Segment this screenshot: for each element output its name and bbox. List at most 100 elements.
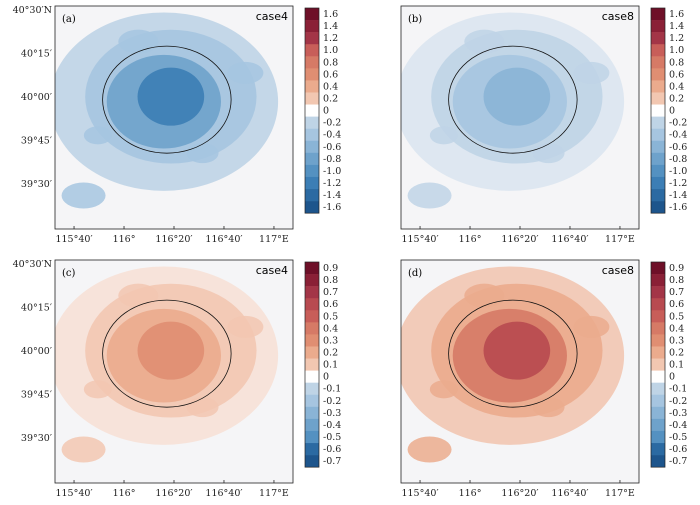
map-field: [401, 12, 625, 209]
colorbar-tick-label: 1.6: [323, 9, 338, 20]
colorbar-swatch: [305, 430, 319, 444]
map-field: [55, 12, 279, 209]
colorbar-tick-label: -0.5: [669, 432, 687, 443]
colorbar-swatch: [651, 189, 665, 202]
x-axis-ticks: 115°40′ 116° 116°20′ 116°40′ 117°E: [55, 480, 289, 499]
x-tick-label: 115°40′: [55, 488, 92, 499]
colorbar-swatch: [305, 443, 319, 456]
colorbar-tick-label: -0.3: [323, 408, 341, 419]
field-patch: [464, 29, 505, 54]
colorbar-swatch: [651, 430, 665, 444]
field-patch: [118, 283, 159, 308]
colorbar-swatch: [651, 286, 665, 299]
colorbar-tick-label: -1.0: [669, 166, 687, 177]
case-label: case8: [602, 10, 634, 23]
colorbar-tick-label: -0.4: [323, 420, 341, 431]
field-patch: [429, 126, 458, 145]
x-tick-label: 117°E: [605, 234, 635, 245]
panel-a: (a) case4 115°40′ 116° 116°20′ 116°40′ 117°E…: [13, 5, 342, 245]
colorbar-tick-label: -0.2: [323, 396, 341, 407]
colorbar-tick-label: 0.8: [323, 57, 338, 68]
colorbar-tick-label: 0.3: [669, 335, 684, 346]
x-tick-label: 117°E: [605, 488, 635, 499]
colorbar-tick-label: -0.2: [323, 118, 341, 129]
colorbar-tick-label: 0.6: [669, 299, 684, 310]
colorbar-swatch: [651, 346, 665, 359]
colorbar-swatch: [305, 382, 319, 396]
colorbar-tick-label: -0.7: [669, 456, 687, 467]
colorbar-swatch: [651, 140, 665, 154]
colorbar-tick-label: -1.2: [323, 178, 341, 189]
colorbar-tick-label: 0: [323, 106, 329, 117]
x-tick-label: 116°40′: [551, 234, 588, 245]
colorbar-swatch: [305, 176, 319, 190]
colorbar-swatch: [651, 44, 665, 57]
panel-d: (d) case8 115°40′ 116° 116°20′ 116°40′ 117°E…: [400, 259, 687, 499]
colorbar-swatch: [305, 56, 319, 69]
colorbar: 0.90.80.70.60.50.40.3 0.20.10-0.1-0.2-0.3…: [650, 261, 687, 468]
colorbar-tick-label: -0.6: [323, 142, 341, 153]
field-patch: [61, 436, 106, 463]
field-contour-3: [483, 321, 551, 380]
colorbar-swatch: [651, 32, 665, 45]
colorbar-swatch: [305, 20, 319, 33]
colorbar-swatch: [651, 20, 665, 33]
colorbar-swatch: [651, 298, 665, 311]
panel-label: (d): [408, 268, 422, 279]
colorbar-swatch: [305, 92, 319, 105]
colorbar-tick-label: -0.2: [669, 396, 687, 407]
colorbar-swatch: [651, 322, 665, 335]
field-patch: [573, 315, 610, 338]
colorbar-tick-label: -0.6: [669, 142, 687, 153]
colorbar-tick-label: -0.7: [323, 456, 341, 467]
field-patch: [227, 61, 264, 84]
colorbar-tick-label: 0.4: [669, 81, 684, 92]
x-tick-label: 116°: [459, 488, 482, 499]
colorbar-tick-label: 0: [669, 372, 675, 383]
field-contour-3: [137, 67, 205, 126]
colorbar-tick-label: 0.8: [323, 275, 338, 286]
colorbar-swatch: [651, 262, 665, 275]
x-tick-label: 116°: [459, 234, 482, 245]
colorbar-swatch: [305, 334, 319, 347]
colorbar-swatch: [305, 262, 319, 275]
colorbar-tick-label: 0.2: [669, 348, 684, 359]
colorbar-swatch: [651, 68, 665, 81]
field-patch: [186, 397, 219, 418]
colorbar-tick-label: 0: [323, 372, 329, 383]
field-patch: [532, 397, 565, 418]
colorbar-tick-label: -1.6: [323, 202, 341, 213]
colorbar-tick-label: 1.2: [669, 33, 684, 44]
x-tick-label: 116°40′: [205, 234, 242, 245]
map-field: [401, 266, 625, 463]
colorbar-tick-label: 0.9: [669, 263, 684, 274]
colorbar-swatch: [305, 104, 319, 117]
y-tick-label: 40°00′: [21, 346, 52, 357]
colorbar-frame: [650, 261, 666, 468]
colorbar: 0.90.80.70.60.50.40.3 0.20.10-0.1-0.2-0.3…: [304, 261, 341, 468]
field-contour-3: [137, 321, 205, 380]
colorbar-swatch: [305, 310, 319, 323]
y-tick-label: 39°45′: [21, 135, 52, 146]
colorbar-swatch: [305, 406, 319, 420]
colorbar-swatch: [305, 298, 319, 311]
field-contour-3: [483, 67, 551, 126]
colorbar-swatch: [651, 334, 665, 347]
field-patch: [532, 143, 565, 164]
colorbar-swatch: [651, 104, 665, 117]
colorbar-tick-label: 1.6: [669, 9, 684, 20]
colorbar-tick-label: 0.3: [323, 335, 338, 346]
x-axis-ticks: 115°40′ 116° 116°20′ 116°40′ 117°E: [401, 226, 635, 245]
field-patch: [118, 29, 159, 54]
colorbar-swatch: [651, 152, 665, 166]
colorbar-tick-label: -1.4: [669, 190, 687, 201]
colorbar-tick-label: -0.1: [669, 384, 687, 395]
field-patch: [186, 143, 219, 164]
urban-boundary: [102, 45, 232, 154]
x-tick-label: 115°40′: [55, 234, 92, 245]
colorbar-tick-label: 0.6: [323, 69, 338, 80]
colorbar-tick-label: -1.0: [323, 166, 341, 177]
colorbar-swatch: [305, 286, 319, 299]
colorbar-swatch: [305, 201, 319, 214]
